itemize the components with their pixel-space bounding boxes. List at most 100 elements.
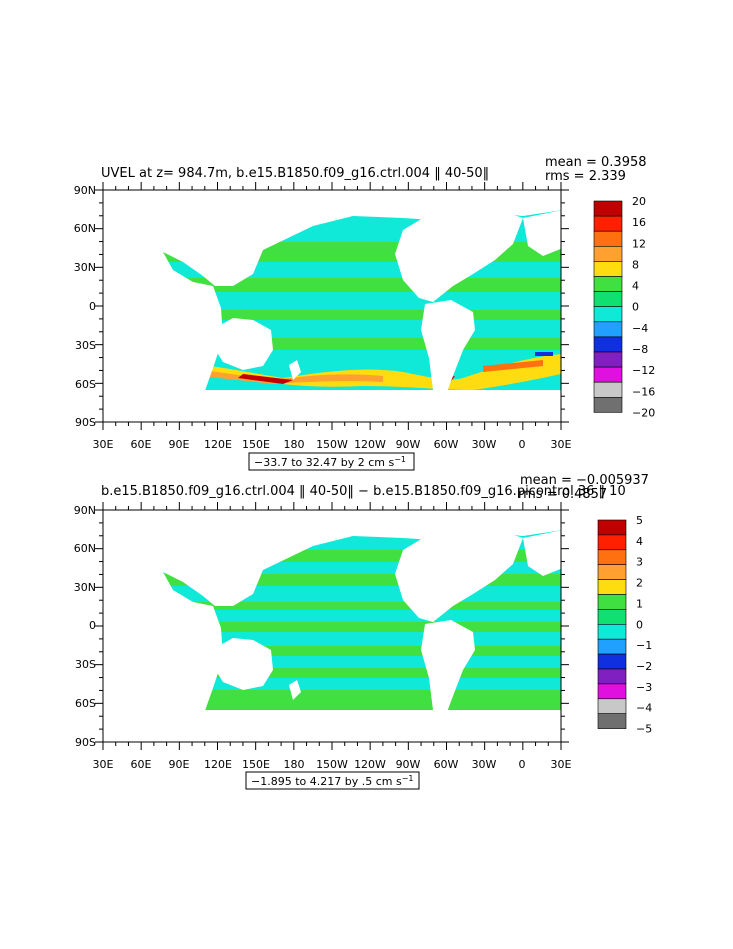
- x-tick-label: 60E: [131, 758, 152, 771]
- panel-2-mean: mean = −0.005937: [520, 473, 649, 488]
- x-tick-label: 90E: [169, 438, 190, 451]
- colorbar-cell: [597, 519, 627, 536]
- colorbar-cell: [597, 579, 627, 595]
- panel-2-ticks: [95, 502, 569, 750]
- colorbar-label: −4: [636, 702, 652, 715]
- panel-1-map: [103, 190, 563, 420]
- x-tick-label: 150W: [316, 438, 348, 451]
- x-tick-label: 150E: [242, 438, 270, 451]
- band-s1: [103, 310, 561, 320]
- x-tick-label: 30E: [93, 438, 114, 451]
- colorbar-cell: [593, 291, 623, 308]
- x-tick-label: 180: [284, 758, 305, 771]
- x-tick-label: 120E: [204, 758, 232, 771]
- panel-1-colorbar: 20 16 12 8 4 0 −4 −8 −12 −16 −20: [593, 195, 655, 419]
- panel-1-range-box: [248, 452, 415, 471]
- colorbar-cell: [597, 564, 627, 580]
- colorbar-label: 8: [632, 258, 639, 271]
- colorbar-cell: [593, 200, 623, 217]
- y-tick-label: 90N: [74, 184, 96, 197]
- colorbar-cell: [593, 261, 623, 277]
- colorbar-cell: [597, 609, 627, 625]
- x-tick-label: 30E: [551, 438, 572, 451]
- y-tick-label: 90N: [74, 504, 96, 517]
- panel-1-x-axis: 30E 60E 90E 120E 150E 180 150W 120W 90W …: [93, 438, 572, 451]
- colorbar-cell: [593, 381, 623, 398]
- x-tick-label: 30E: [93, 758, 114, 771]
- colorbar-label: 4: [636, 535, 643, 548]
- colorbar-cell: [593, 276, 623, 292]
- colorbar-cell: [597, 713, 627, 729]
- panel-2-map: [103, 510, 563, 740]
- colorbar-cell: [593, 321, 623, 338]
- colorbar-cell: [597, 623, 627, 640]
- colorbar-label: 5: [636, 514, 643, 527]
- y-tick-label: 0: [89, 300, 96, 313]
- colorbar-label: 1: [636, 597, 643, 610]
- x-tick-label: 90W: [396, 438, 421, 451]
- colorbar-label: 12: [632, 237, 646, 250]
- panel-2-colorbar: 5 4 3 2 1 0 −1 −2 −3 −4 −5: [597, 514, 652, 736]
- colorbar-label: −2: [636, 660, 652, 673]
- x-tick-label: 120W: [354, 758, 386, 771]
- colorbar-label: −12: [632, 364, 655, 377]
- colorbar-cell: [593, 230, 623, 247]
- colorbar-cell: [597, 683, 627, 700]
- x-tick-label: 30W: [472, 758, 497, 771]
- x-tick-label: 180: [284, 438, 305, 451]
- colorbar-cell: [593, 351, 623, 368]
- colorbar-cell: [597, 698, 627, 714]
- colorbar-cell: [597, 594, 627, 610]
- y-tick-label: 60S: [75, 378, 96, 391]
- x-tick-label: 90E: [169, 758, 190, 771]
- panel-2-x-axis: 30E 60E 90E 120E 150E 180 150W 120W 90W …: [93, 758, 572, 771]
- y-tick-label: 30N: [74, 581, 96, 594]
- y-tick-label: 60S: [75, 697, 96, 710]
- colorbar-cell: [593, 366, 623, 383]
- panel-1: UVEL at z= 984.7m, b.e15.B1850.f09_g16.c…: [74, 155, 655, 471]
- panel-2-range-box: [245, 771, 420, 790]
- panel-1-title: UVEL at z= 984.7m, b.e15.B1850.f09_g16.c…: [101, 166, 489, 181]
- x-tick-label: 90W: [396, 758, 421, 771]
- x-tick-label: 30E: [551, 758, 572, 771]
- panel-1-range-label: −33.7 to 32.47 by 2 cm s−1: [254, 455, 406, 469]
- colorbar-cell: [593, 306, 623, 323]
- x-tick-label: 120W: [354, 438, 386, 451]
- colorbar-label: −20: [632, 406, 655, 419]
- y-tick-label: 0: [89, 619, 96, 632]
- y-tick-label: 30S: [75, 658, 96, 671]
- colorbar-cell: [597, 549, 627, 565]
- colorbar-label: −5: [636, 723, 652, 736]
- panel-2-range-label: −1.895 to 4.217 by .5 cm s−1: [251, 774, 414, 788]
- colorbar-label: 0: [636, 618, 643, 631]
- panel-2-y-axis: 90N 60N 30N 0 30S 60S 90S: [74, 504, 96, 749]
- colorbar-label: 0: [632, 301, 639, 314]
- colorbar-cell: [593, 246, 623, 262]
- x-tick-label: 120E: [204, 438, 232, 451]
- panel-1-y-axis: 90N 60N 30N 0 30S 60S 90S: [74, 184, 96, 429]
- colorbar-label: −4: [632, 322, 648, 335]
- y-tick-label: 30N: [74, 261, 96, 274]
- panel-2: b.e15.B1850.f09_g16.ctrl.004 ‖ 40-50‖ − …: [74, 473, 652, 790]
- colorbar-label: 2: [636, 577, 643, 590]
- x-tick-label: 60W: [434, 438, 459, 451]
- colorbar-cell: [593, 336, 623, 353]
- colorbar-label: −3: [636, 681, 652, 694]
- colorbar-label: −1: [636, 639, 652, 652]
- x-tick-label: 0: [519, 438, 526, 451]
- y-tick-label: 30S: [75, 339, 96, 352]
- panel-2-title: b.e15.B1850.f09_g16.ctrl.004 ‖ 40-50‖ − …: [101, 484, 626, 499]
- panel-2-rms: rms = 0.4857: [518, 487, 607, 502]
- colorbar-cell: [597, 638, 627, 655]
- colorbar-cell: [597, 668, 627, 685]
- colorbar-cell: [593, 215, 623, 232]
- y-tick-label: 90S: [75, 416, 96, 429]
- panel-1-rms: rms = 2.339: [545, 169, 626, 184]
- colorbar-cell: [597, 653, 627, 670]
- colorbar-label: 20: [632, 195, 646, 208]
- colorbar-label: 3: [636, 556, 643, 569]
- colorbar-label: 4: [632, 280, 639, 293]
- x-tick-label: 60E: [131, 438, 152, 451]
- x-tick-label: 30W: [472, 438, 497, 451]
- y-tick-label: 60N: [74, 222, 96, 235]
